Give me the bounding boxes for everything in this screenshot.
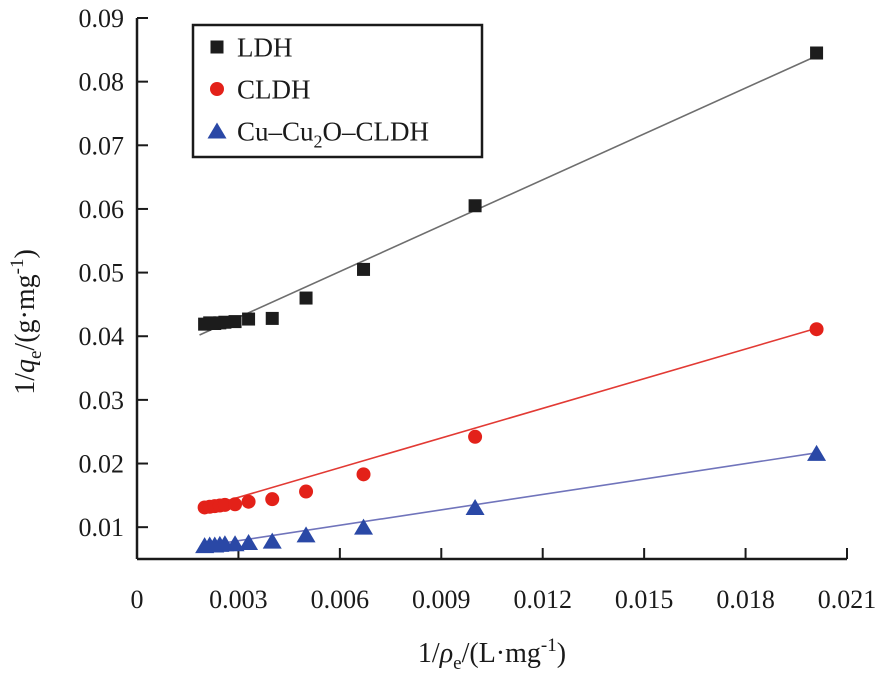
- data-point-cu-cu2o-cldh: [807, 444, 827, 461]
- y-tick-label: 0.05: [79, 259, 125, 288]
- data-point-cu-cu2o-cldh: [354, 518, 374, 535]
- data-point-cldh: [468, 429, 483, 444]
- data-point-cu-cu2o-cldh: [262, 532, 282, 549]
- y-tick-label: 0.06: [79, 195, 125, 224]
- legend-marker-cldh: [210, 82, 224, 96]
- legend-label-ldh: LDH: [237, 33, 293, 63]
- x-tick-label: 0.003: [209, 585, 268, 614]
- y-tick-label: 0.03: [79, 386, 125, 415]
- data-point-cldh: [228, 497, 243, 512]
- data-point-ldh: [242, 312, 256, 326]
- x-tick-label: 0.006: [311, 585, 370, 614]
- data-point-cldh: [241, 494, 256, 509]
- data-point-cu-cu2o-cldh: [225, 535, 245, 552]
- fit-line-cu-cu2o-cldh: [199, 452, 814, 548]
- fit-line-cldh: [199, 328, 814, 510]
- x-tick-label: 0.015: [615, 585, 674, 614]
- data-point-cu-cu2o-cldh: [465, 498, 485, 515]
- y-tick-label: 0.04: [79, 322, 125, 351]
- data-point-ldh: [468, 199, 482, 213]
- x-tick-label: 0.021: [818, 585, 877, 614]
- fit-line-ldh: [199, 56, 814, 336]
- data-point-ldh: [357, 262, 371, 276]
- data-point-cldh: [809, 322, 824, 337]
- legend-marker-cu-cu2o-cldh: [207, 122, 227, 139]
- data-point-cu-cu2o-cldh: [239, 533, 259, 550]
- data-point-ldh: [218, 315, 232, 329]
- data-point-ldh: [265, 311, 279, 325]
- data-point-cu-cu2o-cldh: [296, 526, 316, 543]
- x-tick-label: 0.009: [412, 585, 471, 614]
- y-tick-label: 0.09: [79, 4, 125, 33]
- y-tick-label: 0.08: [79, 68, 125, 97]
- legend-label-cu-cu2o-cldh: Cu–Cu2O–CLDH: [237, 117, 429, 152]
- x-tick-label: 0.018: [716, 585, 775, 614]
- x-axis-title: 1/ρe/(L·mg-1): [418, 635, 566, 674]
- legend-box: [191, 23, 484, 159]
- legend-marker-ldh: [210, 40, 224, 54]
- x-tick-label: 0: [131, 585, 144, 614]
- legend-label-cldh: CLDH: [237, 75, 311, 105]
- data-point-ldh: [228, 315, 242, 329]
- data-point-cldh: [356, 467, 371, 482]
- y-tick-label: 0.01: [79, 513, 125, 542]
- x-tick-label: 0.012: [513, 585, 572, 614]
- data-point-ldh: [810, 46, 824, 60]
- y-axis-title: 1/qe/(g·mg-1): [7, 249, 46, 395]
- data-point-cldh: [217, 497, 232, 512]
- y-tick-label: 0.07: [79, 131, 125, 160]
- data-point-ldh: [299, 291, 313, 305]
- data-point-cldh: [265, 492, 280, 507]
- y-tick-label: 0.02: [79, 450, 125, 479]
- data-point-cldh: [299, 484, 314, 499]
